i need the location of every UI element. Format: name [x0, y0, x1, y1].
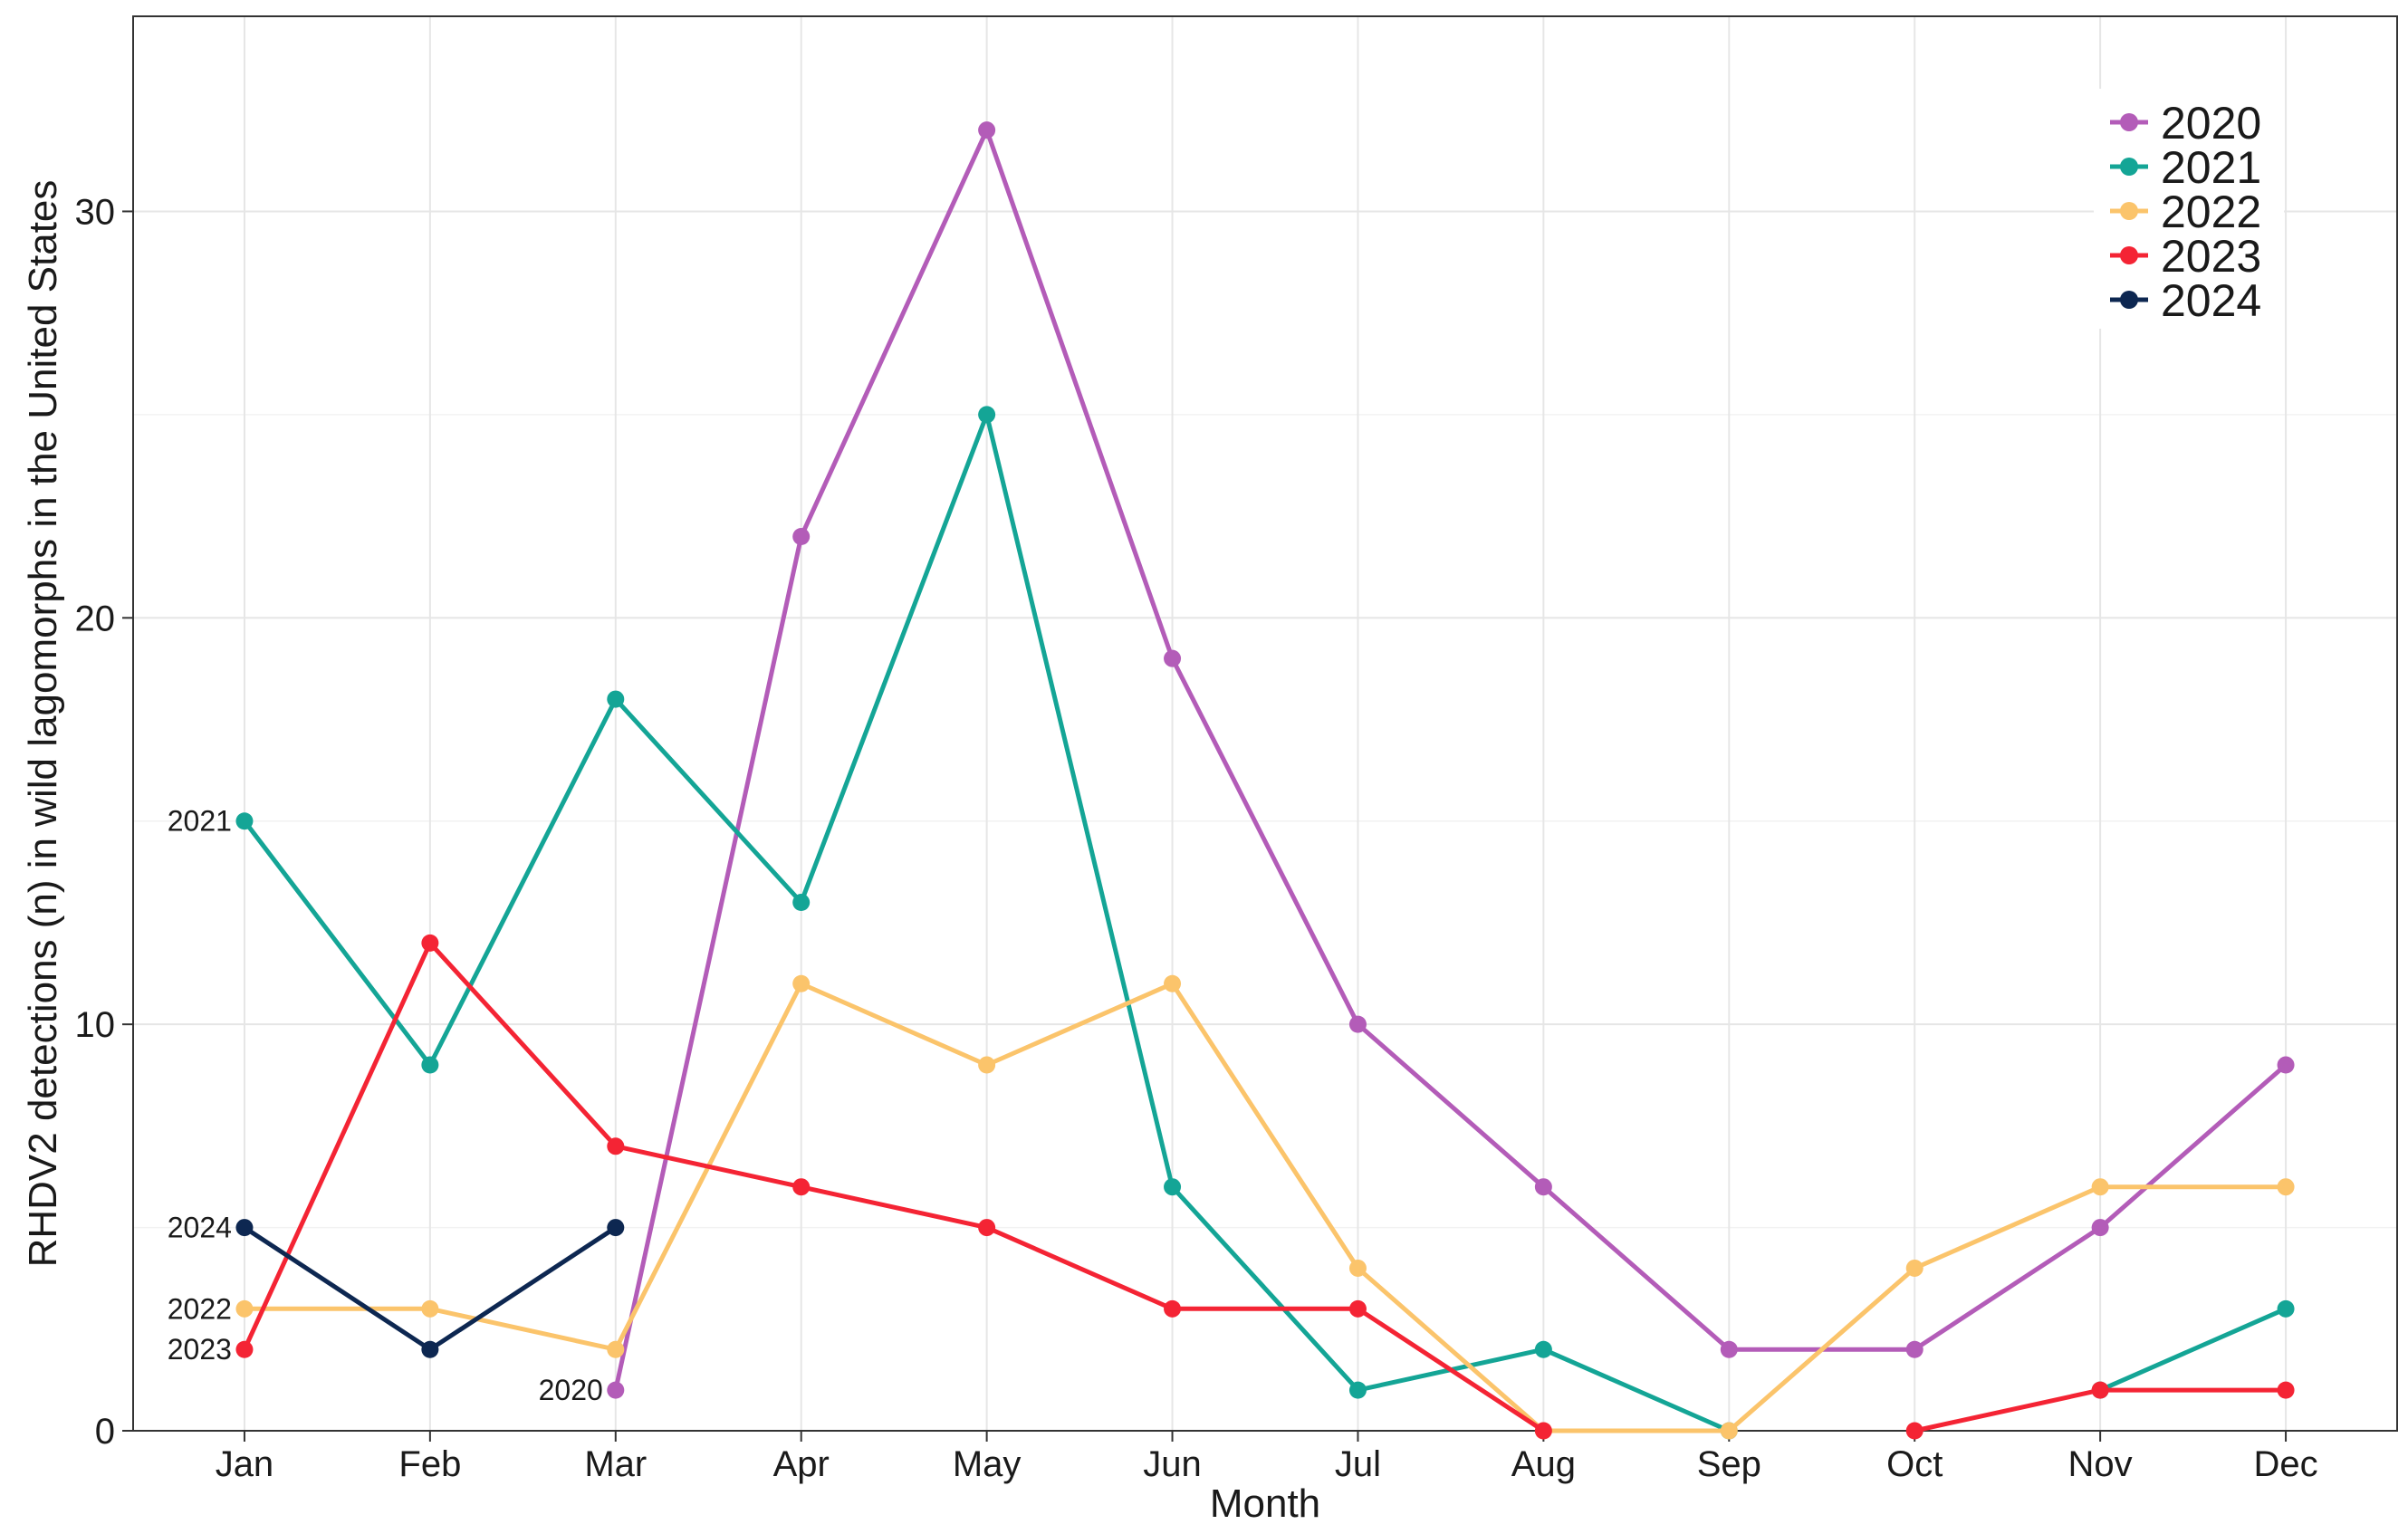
x-tick-label: Feb: [398, 1444, 461, 1484]
x-tick-label: Jan: [216, 1444, 274, 1484]
data-point-2021: [978, 406, 996, 424]
data-point-2022: [978, 1056, 996, 1074]
data-point-2020: [1534, 1178, 1552, 1196]
x-axis-title: Month: [1210, 1481, 1320, 1526]
data-point-2020: [607, 1381, 625, 1399]
data-point-2021: [792, 893, 811, 911]
x-tick-label: Dec: [2253, 1444, 2317, 1484]
axis-ticks: [122, 210, 2288, 1442]
legend-key-point: [2120, 246, 2138, 264]
legend-key-point: [2120, 291, 2138, 309]
series-start-label-2022: 2022: [168, 1292, 232, 1325]
data-point-2023: [1905, 1422, 1924, 1440]
legend-label: 2024: [2161, 275, 2261, 326]
x-tick-label: Nov: [2068, 1444, 2133, 1484]
data-point-2020: [1720, 1340, 1738, 1358]
data-point-2022: [1905, 1259, 1924, 1277]
data-point-2023: [792, 1178, 811, 1196]
legend-key-point: [2120, 113, 2138, 131]
data-point-2021: [607, 690, 625, 708]
data-point-2021: [1164, 1178, 1182, 1196]
data-point-2023: [1534, 1422, 1552, 1440]
data-point-2022: [235, 1299, 254, 1318]
data-point-2022: [607, 1340, 625, 1358]
y-tick-label: 10: [75, 1005, 116, 1045]
data-point-2023: [1164, 1299, 1182, 1318]
data-point-2023: [235, 1340, 254, 1358]
data-point-2020: [1164, 649, 1182, 667]
minor-grid: [133, 414, 2397, 1229]
data-point-2022: [792, 974, 811, 992]
data-point-2021: [2277, 1299, 2295, 1318]
legend-key-point: [2120, 202, 2138, 220]
y-tick-label: 0: [95, 1412, 115, 1452]
x-tick-label: Jul: [1335, 1444, 1381, 1484]
y-axis-title: RHDV2 detections (n) in wild lagomorphs …: [21, 180, 65, 1268]
series-start-label-2021: 2021: [168, 805, 232, 838]
data-point-2022: [2277, 1178, 2295, 1196]
series-2024: [235, 1219, 625, 1358]
x-tick-label: Jun: [1143, 1444, 1202, 1484]
data-point-2022: [1164, 974, 1182, 992]
plot-panel-border: [132, 15, 2398, 1432]
series-start-labels: 2020 2021 2022 2023 2024: [168, 805, 603, 1406]
x-tick-label: Apr: [773, 1444, 830, 1484]
legend-key-point: [2120, 158, 2138, 176]
y-tick-labels: 0 10 20 30: [75, 192, 116, 1452]
data-point-2024: [235, 1219, 254, 1237]
data-point-2022: [2091, 1178, 2109, 1196]
series-2023: [235, 934, 2295, 1440]
data-point-2020: [2091, 1219, 2109, 1237]
data-point-2020: [792, 528, 811, 546]
series-2020: [607, 121, 2295, 1399]
legend-label: 2020: [2161, 98, 2261, 149]
series-line-2021: [2097, 1306, 2288, 1393]
series-start-label-2024: 2024: [168, 1212, 232, 1244]
x-tick-label: May: [953, 1444, 1022, 1484]
data-point-2021: [1348, 1381, 1367, 1399]
series-start-label-2020: 2020: [539, 1374, 603, 1406]
legend-label: 2022: [2161, 187, 2261, 237]
data-point-2022: [1348, 1259, 1367, 1277]
data-point-2023: [1348, 1299, 1367, 1318]
series-line-2023: [242, 940, 1546, 1433]
data-point-2021: [421, 1056, 439, 1074]
data-point-2023: [421, 934, 439, 952]
data-point-2024: [607, 1219, 625, 1237]
series-start-label-2023: 2023: [168, 1333, 232, 1366]
y-tick-label: 30: [75, 192, 116, 232]
x-tick-label: Sep: [1697, 1444, 1761, 1484]
data-point-2022: [1720, 1422, 1738, 1440]
data-point-2023: [2277, 1381, 2295, 1399]
data-point-2020: [1905, 1340, 1924, 1358]
legend-label: 2021: [2161, 142, 2261, 193]
data-point-2022: [421, 1299, 439, 1318]
data-point-2024: [421, 1340, 439, 1358]
data-point-2020: [978, 121, 996, 139]
data-point-2023: [607, 1137, 625, 1155]
data-point-2020: [1348, 1015, 1367, 1033]
data-point-2020: [2277, 1056, 2295, 1074]
data-point-2021: [1534, 1340, 1552, 1358]
x-tick-label: Aug: [1511, 1444, 1576, 1484]
x-tick-labels: Jan Feb Mar Apr May Jun Jul Aug Sep Oct Nov Dec: [216, 1444, 2318, 1484]
x-tick-label: Oct: [1886, 1444, 1943, 1484]
data-point-2021: [235, 812, 254, 830]
legend-label: 2023: [2161, 231, 2261, 282]
x-tick-label: Mar: [584, 1444, 647, 1484]
data-point-2023: [2091, 1381, 2109, 1399]
y-tick-label: 20: [75, 599, 116, 638]
series-line-2022: [242, 981, 2288, 1433]
series-line-2020: [613, 128, 2288, 1393]
series-layer: [235, 121, 2295, 1440]
data-point-2023: [978, 1219, 996, 1237]
